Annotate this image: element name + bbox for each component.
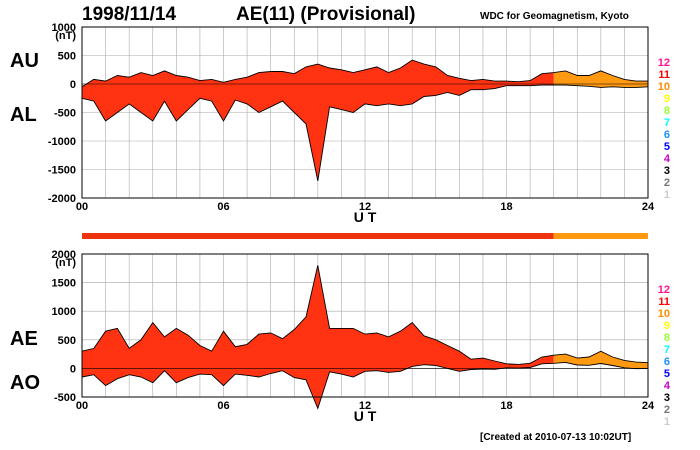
top-panel-ytick-label: 1000 xyxy=(52,22,76,34)
bottom-panel-band-late xyxy=(553,351,648,369)
bottom-panel-xtick-label: 18 xyxy=(500,400,512,412)
top-panel-ylabel: (nT) xyxy=(55,30,76,42)
bottom-panel-ytick-label: 1000 xyxy=(52,306,76,318)
bottom-panel-ytick-label: 0 xyxy=(70,363,76,375)
top-panel-xtick-label: 18 xyxy=(500,201,512,213)
top-panel-xlabel: U T xyxy=(354,209,377,225)
data-source: WDC for Geomagnetism, Kyoto xyxy=(480,11,629,22)
top-panel-ytick-label: 500 xyxy=(58,51,76,63)
top-panel-ytick-label: -2000 xyxy=(48,193,76,205)
top-panel-xtick-label: 06 xyxy=(217,201,229,213)
bottom-panel-xtick-label: 00 xyxy=(76,400,88,412)
top-panel-band-main xyxy=(82,60,554,181)
top-panel-band-late xyxy=(553,70,648,88)
bottom-panel-xtick-label: 06 xyxy=(217,400,229,412)
top-panel-ytick-label: -1000 xyxy=(48,136,76,148)
bottom-panel-ytick-label: 500 xyxy=(58,335,76,347)
coverage-strip-main xyxy=(82,233,554,239)
created-timestamp: [Created at 2010-07-13 10:02UT] xyxy=(480,432,632,443)
top-panel-au-line xyxy=(81,59,648,88)
station-count-label: 8 xyxy=(664,332,670,344)
station-count-label: 5 xyxy=(664,368,670,380)
station-count-label: 2 xyxy=(664,404,670,416)
station-count-label: 5 xyxy=(664,141,670,153)
station-count-label: 3 xyxy=(664,165,670,177)
station-count-label: 4 xyxy=(664,153,671,165)
station-count-label: 9 xyxy=(664,93,670,105)
station-count-label: 10 xyxy=(658,308,670,320)
station-count-label: 10 xyxy=(658,81,670,93)
station-count-label: 7 xyxy=(664,344,670,356)
top-panel-ytick-label: 0 xyxy=(70,79,76,91)
station-count-label: 12 xyxy=(658,57,670,69)
top-panel-xtick-label: 00 xyxy=(76,201,88,213)
chart-date: 1998/11/14 xyxy=(82,4,177,25)
top-panel-xtick-label: 12 xyxy=(359,201,371,213)
bottom-panel-xlabel: U T xyxy=(354,408,377,424)
station-count-label: 1 xyxy=(664,416,670,428)
station-count-label: 1 xyxy=(664,189,670,201)
station-count-label: 2 xyxy=(664,177,670,189)
top-panel-ytick-label: -1500 xyxy=(48,165,76,177)
station-count-label: 9 xyxy=(664,320,670,332)
bottom-panel-ae-line xyxy=(81,265,649,365)
station-count-label: 7 xyxy=(664,117,670,129)
top-panel-al-line xyxy=(81,84,649,181)
station-count-label: 6 xyxy=(664,356,670,368)
bottom-panel-ytick-label: 1500 xyxy=(52,278,76,290)
bottom-panel-xtick-label: 12 xyxy=(359,400,371,412)
station-count-label: 3 xyxy=(664,392,670,404)
al-label: AL xyxy=(10,104,37,126)
station-count-label: 12 xyxy=(658,284,670,296)
station-count-label: 4 xyxy=(664,380,671,392)
station-count-label: 11 xyxy=(658,296,670,308)
bottom-panel-ao-line xyxy=(81,361,649,410)
ao-label: AO xyxy=(10,372,40,394)
au-label: AU xyxy=(10,50,39,72)
coverage-strip-late xyxy=(553,233,648,239)
station-count-label: 11 xyxy=(658,69,670,81)
top-panel-frame xyxy=(81,26,649,199)
bottom-panel-band-main xyxy=(82,265,554,409)
top-panel-ytick-label: -500 xyxy=(54,108,76,120)
chart-title: AE(11) (Provisional) xyxy=(236,4,416,25)
bottom-panel-ylabel: (nT) xyxy=(55,257,76,269)
bottom-panel-xtick-label: 24 xyxy=(642,400,655,412)
bottom-panel-ytick-label: 2000 xyxy=(52,249,76,261)
station-count-label: 8 xyxy=(664,105,670,117)
station-count-label: 6 xyxy=(664,129,670,141)
bottom-panel-ytick-label: -500 xyxy=(54,392,76,404)
ae-label: AE xyxy=(10,328,38,350)
top-panel-xtick-label: 24 xyxy=(642,201,655,213)
bottom-panel-frame xyxy=(81,253,649,398)
